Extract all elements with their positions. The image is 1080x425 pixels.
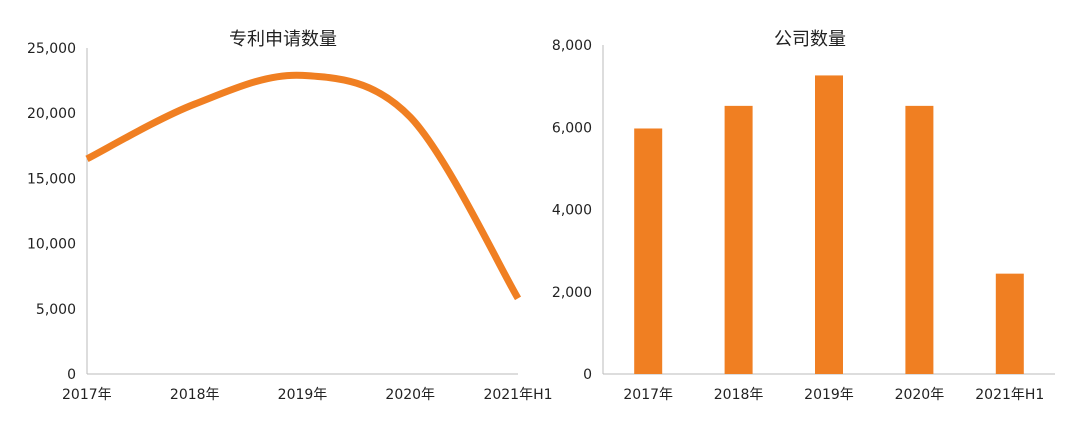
bar-chart-bar bbox=[995, 273, 1024, 374]
bar-chart-x-tick-label: 2019年 bbox=[804, 387, 854, 403]
bar-chart-bar bbox=[634, 128, 663, 374]
patent-applications-chart: 专利申请数量 0 5,000 10,000 15,000 20,000 25,000 20… bbox=[27, 29, 553, 403]
bar-chart-y-tick-label: 8,000 bbox=[552, 38, 592, 54]
bar-chart-x-ticks: 2017年 2018年 2019年 2020年 2021年H1 bbox=[623, 387, 1044, 403]
bar-chart-y-ticks: 0 2,000 4,000 6,000 8,000 bbox=[552, 38, 592, 383]
bar-chart-y-tick-label: 6,000 bbox=[552, 120, 592, 136]
line-chart-title: 专利申请数量 bbox=[229, 29, 337, 50]
bar-chart-x-tick-label: 2021年H1 bbox=[975, 387, 1044, 403]
line-chart-y-tick-label: 5,000 bbox=[36, 302, 76, 318]
line-chart-x-tick-label: 2019年 bbox=[278, 387, 328, 403]
line-chart-y-tick-label: 15,000 bbox=[27, 171, 76, 187]
bar-chart-y-tick-label: 0 bbox=[583, 367, 592, 383]
bar-chart-bars bbox=[634, 75, 1024, 375]
bar-chart-y-tick-label: 2,000 bbox=[552, 285, 592, 301]
line-chart-x-tick-label: 2017年 bbox=[62, 387, 112, 403]
bar-chart-bar bbox=[724, 105, 753, 375]
line-chart-x-tick-label: 2020年 bbox=[385, 387, 435, 403]
bar-chart-x-tick-label: 2020年 bbox=[895, 387, 945, 403]
line-chart-x-tick-label: 2018年 bbox=[170, 387, 220, 403]
line-chart-y-tick-label: 20,000 bbox=[27, 106, 76, 122]
bar-chart-y-tick-label: 4,000 bbox=[552, 203, 592, 219]
line-chart-y-ticks: 0 5,000 10,000 15,000 20,000 25,000 bbox=[27, 41, 76, 383]
line-chart-y-tick-label: 10,000 bbox=[27, 237, 76, 253]
line-chart-series bbox=[85, 71, 522, 301]
bar-chart-title: 公司数量 bbox=[774, 29, 846, 50]
bar-chart-bar bbox=[815, 75, 843, 375]
patent-applications-line bbox=[85, 71, 522, 301]
bar-chart-x-tick-label: 2017年 bbox=[623, 387, 673, 403]
line-chart-y-tick-label: 0 bbox=[67, 367, 76, 383]
bar-chart-bar bbox=[905, 105, 934, 375]
line-chart-x-ticks: 2017年 2018年 2019年 2020年 2021年H1 bbox=[62, 387, 553, 403]
line-chart-x-tick-label: 2021年H1 bbox=[483, 387, 552, 403]
bar-chart-x-tick-label: 2018年 bbox=[714, 387, 764, 403]
line-chart-y-tick-label: 25,000 bbox=[27, 41, 76, 57]
